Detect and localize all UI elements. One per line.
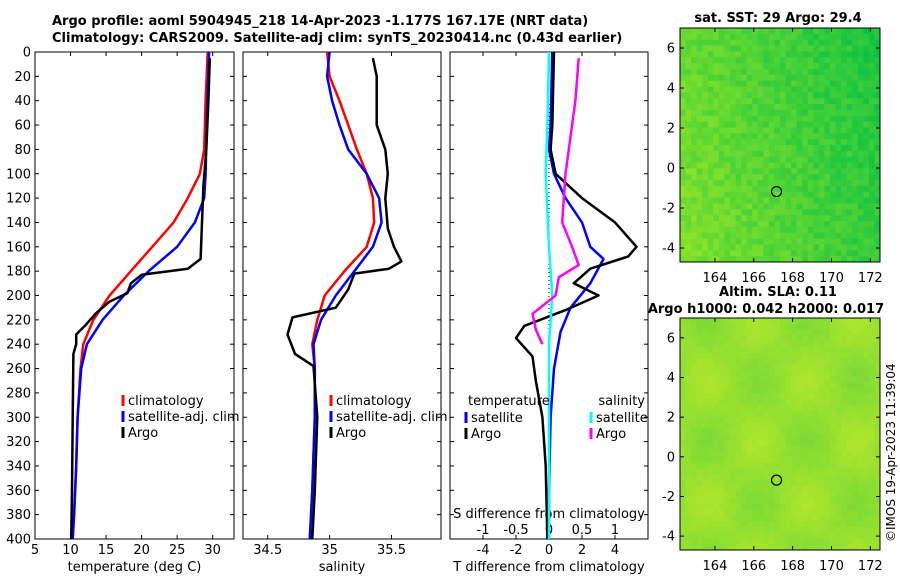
figure-title-line-2: Climatology: CARS2009. Satellite-adj cli… xyxy=(52,31,623,46)
salinity-diff-tick-label: 0.5 xyxy=(572,523,593,538)
salinity-xtick-label: 34.5 xyxy=(253,543,282,558)
sla-map-ytick-label: 6 xyxy=(667,331,675,346)
sla-map-subtitle: Argo h1000: 0.042 h2000: 0.017 xyxy=(648,302,884,317)
sst-map-xtick-label: 172 xyxy=(858,271,883,286)
sla-map-xtick-label: 164 xyxy=(703,559,728,574)
imos-timestamp: ©IMOS 19-Apr-2023 11:39:04 xyxy=(884,363,898,542)
sla-map-ytick-label: -4 xyxy=(662,530,675,545)
sst-map-xtick-label: 164 xyxy=(703,271,728,286)
sst-map-ytick-label: 2 xyxy=(667,122,675,137)
depth-tick-label: 120 xyxy=(6,192,31,207)
sla-map-argo-marker xyxy=(770,474,783,486)
depth-tick-label: 400 xyxy=(6,533,31,548)
depth-tick-label: 100 xyxy=(6,167,31,182)
temperature-xtick-label: 25 xyxy=(169,543,186,558)
sst-map-xtick-label: 166 xyxy=(741,271,766,286)
sla-map-xtick-label: 168 xyxy=(780,559,805,574)
temperature-plot-area xyxy=(34,51,235,540)
series-salinity-satellite xyxy=(544,51,554,539)
depth-tick-label: 240 xyxy=(6,338,31,353)
depth-tick-label: 280 xyxy=(6,386,31,401)
sla-map-ytick-label: 4 xyxy=(667,371,675,386)
sst-map-argo-marker xyxy=(770,185,783,198)
difference-xtick-label: 4 xyxy=(611,543,619,558)
salinity-diff-tick-label: -0.5 xyxy=(503,523,528,538)
series-temperature-Argo xyxy=(514,51,638,540)
depth-tick-label: 160 xyxy=(6,240,31,255)
difference-xtick-label: 2 xyxy=(578,543,586,558)
temperature-xtick-label: 15 xyxy=(98,543,115,558)
sst-map-title: sat. SST: 29 Argo: 29.4 xyxy=(694,11,861,26)
depth-tick-label: 140 xyxy=(6,216,31,231)
sst-map-cells xyxy=(680,28,881,263)
legend-salinity-item: satellite xyxy=(596,411,648,426)
sst-map-ytick-label: -4 xyxy=(662,242,675,257)
depth-tick-label: 260 xyxy=(6,362,31,377)
salinity-xtick-label: 35.5 xyxy=(377,543,406,558)
salinity-xlabel: salinity xyxy=(319,560,366,575)
sla-map-xtick-label: 172 xyxy=(858,559,883,574)
temperature-xlabel: temperature (deg C) xyxy=(68,560,202,575)
depth-tick-label: 380 xyxy=(6,508,31,523)
legend-salinity-title: salinity xyxy=(598,394,645,409)
difference-xtick-label: -4 xyxy=(477,543,490,558)
difference-xtick-label: -2 xyxy=(510,543,523,558)
salinity-diff-tick-label: -1 xyxy=(477,523,490,538)
depth-tick-label: 80 xyxy=(14,143,31,158)
temperature-legend-item: satellite-adj. clim xyxy=(128,410,240,425)
series-temperature-satellite xyxy=(547,51,605,539)
salinity-legend-item: climatology xyxy=(336,394,412,409)
sla-map-ytick-label: 2 xyxy=(667,411,675,426)
figure-title-line-1: Argo profile: aoml 5904945_218 14-Apr-20… xyxy=(52,14,589,29)
sst-map-xtick-label: 170 xyxy=(819,271,844,286)
depth-tick-label: 320 xyxy=(6,435,31,450)
sla-map-ytick-label: 0 xyxy=(667,450,675,465)
sla-map-ytick-label: -2 xyxy=(662,490,675,505)
depth-tick-label: 340 xyxy=(6,459,31,474)
difference-xtick-label: 0 xyxy=(545,543,553,558)
sla-map-title: Altim. SLA: 0.11 xyxy=(719,285,837,300)
sst-map-ytick-label: -2 xyxy=(662,202,675,217)
depth-tick-label: 40 xyxy=(14,94,31,109)
depth-tick-label: 0 xyxy=(23,46,31,61)
sla-map-xtick-label: 170 xyxy=(819,559,844,574)
temperature-xtick-label: 5 xyxy=(31,543,39,558)
sst-map-ytick-label: 0 xyxy=(667,162,675,177)
sst-map-frame xyxy=(679,27,881,263)
temperature-xtick-label: 30 xyxy=(204,543,221,558)
depth-tick-label: 300 xyxy=(6,411,31,426)
salinity-legend-item: Argo xyxy=(336,426,366,441)
temperature-legend-item: Argo xyxy=(128,426,158,441)
depth-tick-label: 60 xyxy=(14,119,31,134)
salinity-plot-area xyxy=(242,51,442,540)
series-salinity-Argo xyxy=(531,58,580,345)
temperature-legend-item: climatology xyxy=(128,394,204,409)
salinity-diff-tick-label: 1 xyxy=(611,523,619,538)
temperature-xtick-label: 20 xyxy=(133,543,150,558)
legend-temperature-item: Argo xyxy=(471,427,501,442)
temperature-xtick-label: 10 xyxy=(62,543,79,558)
depth-tick-label: 180 xyxy=(6,265,31,280)
legend-temperature-item: satellite xyxy=(471,411,523,426)
sla-map-xtick-label: 166 xyxy=(741,559,766,574)
depth-tick-label: 220 xyxy=(6,313,31,328)
salinity-legend-item: satellite-adj. clim xyxy=(336,410,448,425)
salinity-series-Argo xyxy=(286,57,403,540)
legend-temperature-title: temperature xyxy=(468,394,550,409)
depth-tick-label: 20 xyxy=(14,70,31,85)
legend-salinity-item: Argo xyxy=(596,427,626,442)
depth-tick-label: 360 xyxy=(6,484,31,499)
sla-map-frame xyxy=(679,317,881,551)
temperature-series-Argo xyxy=(69,58,212,540)
salinity-xtick-label: 35 xyxy=(321,543,338,558)
sst-map-ytick-label: 6 xyxy=(667,42,675,57)
sst-map-ytick-label: 4 xyxy=(667,82,675,97)
sla-map-cells xyxy=(680,318,881,551)
difference-xlabel: T difference from climatology xyxy=(452,560,645,575)
depth-tick-label: 200 xyxy=(6,289,31,304)
sst-map-xtick-label: 168 xyxy=(780,271,805,286)
